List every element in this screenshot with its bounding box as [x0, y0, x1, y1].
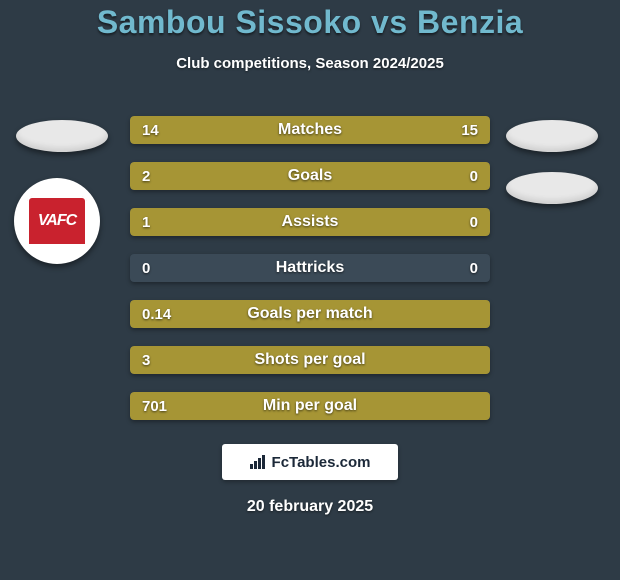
club-logo-left: VAFC [14, 178, 100, 264]
club-logo-text: VAFC [38, 212, 76, 230]
stat-label: Goals [130, 167, 490, 185]
stat-row: 0Hattricks0 [130, 254, 490, 282]
club-logo-shield: VAFC [27, 196, 87, 246]
date-text: 20 february 2025 [247, 498, 373, 516]
stat-row: 2Goals0 [130, 162, 490, 190]
player-right-badge-2 [506, 172, 598, 204]
stat-value-right: 0 [470, 214, 478, 231]
stat-label: Hattricks [130, 259, 490, 277]
footer-brand-text: FcTables.com [272, 454, 371, 471]
stat-row: 14Matches15 [130, 116, 490, 144]
player-right-badge [506, 120, 598, 152]
stat-label: Assists [130, 213, 490, 231]
stat-row: 3Shots per goal [130, 346, 490, 374]
stat-row: 701Min per goal [130, 392, 490, 420]
stat-label: Shots per goal [130, 351, 490, 369]
subtitle: Club competitions, Season 2024/2025 [176, 55, 444, 72]
stat-row: 1Assists0 [130, 208, 490, 236]
brand-chart-icon [250, 455, 268, 469]
player-left-badge [16, 120, 108, 152]
footer-brand: FcTables.com [222, 444, 398, 480]
page-title: Sambou Sissoko vs Benzia [97, 4, 523, 41]
stat-label: Min per goal [130, 397, 490, 415]
stat-label: Matches [130, 121, 490, 139]
stats-comparison: 14Matches152Goals01Assists00Hattricks00.… [130, 116, 490, 420]
stat-label: Goals per match [130, 305, 490, 323]
stat-value-right: 0 [470, 260, 478, 277]
stat-row: 0.14Goals per match [130, 300, 490, 328]
stat-value-right: 0 [470, 168, 478, 185]
stat-value-right: 15 [461, 122, 478, 139]
